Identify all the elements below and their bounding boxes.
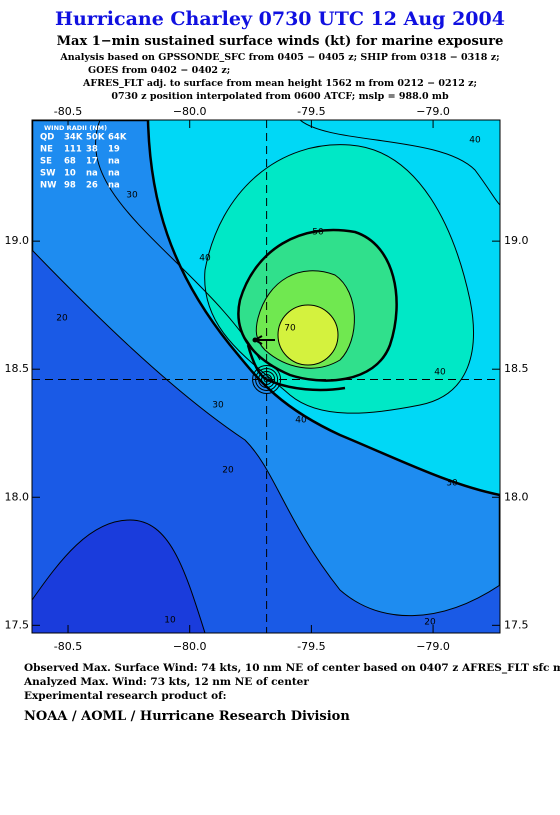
x-tick-label: -79.5 [297, 105, 325, 118]
radii-header: 34K [64, 133, 83, 143]
contour-label: 50 [312, 228, 324, 238]
radii-cell: 111 [64, 145, 82, 155]
contour-label: 20 [222, 466, 234, 476]
x-tick-label: -79.5 [297, 640, 325, 653]
contour-label: 30 [212, 401, 224, 411]
y-tick-label: 17.5 [5, 618, 30, 631]
radii-cell: NE [40, 145, 53, 155]
y-tick-label: 19.0 [504, 234, 529, 247]
radii-cell: 38 [86, 145, 98, 155]
storm-center [255, 367, 279, 391]
contour-label: 20 [424, 618, 436, 628]
note: 0730 z position interpolated from 0600 A… [111, 91, 449, 102]
footer-line: Observed Max. Surface Wind: 74 kts, 10 n… [24, 662, 560, 674]
radii-cell: na [86, 169, 98, 179]
y-tick-label: 18.0 [504, 490, 529, 503]
contour-label: 20 [56, 314, 68, 324]
radii-cell: 68 [64, 157, 76, 167]
radii-cell: 98 [64, 181, 76, 191]
radii-cell: NW [40, 181, 57, 191]
org: NOAA / AOML / Hurricane Research Divisio… [24, 709, 350, 724]
y-tick-label: 19.0 [5, 234, 30, 247]
subtitle: Max 1−min sustained surface winds (kt) f… [56, 34, 504, 49]
note: Analysis based on GPSSONDE_SFC from 0405… [60, 52, 500, 63]
radii-header: QD [40, 133, 54, 143]
contour-label: 30 [446, 479, 458, 489]
footer-line: Experimental research product of: [24, 690, 227, 702]
radii-cell: 26 [86, 181, 98, 191]
contour-label: 40 [469, 136, 481, 146]
radii-cell: 17 [86, 157, 98, 167]
map: -80.5 -80.5 −80.0 −80.0 -79.5 -79.5 −79.0 −79.0… [5, 105, 529, 653]
storm-center [263, 376, 270, 383]
x-tick-label: −80.0 [173, 105, 207, 118]
radii-header: 64K [108, 133, 127, 143]
storm-center [252, 364, 282, 394]
y-tick-label: 18.5 [504, 362, 529, 375]
footer-line: Analyzed Max. Wind: 73 kts, 12 nm NE of … [24, 676, 309, 688]
title: Hurricane Charley 0730 UTC 12 Aug 2004 [55, 8, 505, 30]
labels: -80.5 -80.5 −80.0 −80.0 -79.5 -79.5 −79.0 −79.0… [5, 105, 529, 653]
contour-label: 40 [199, 254, 211, 264]
radii-cell: 10 [64, 169, 76, 179]
y-tick-label: 18.0 [5, 490, 30, 503]
radii-cell: na [108, 169, 120, 179]
y-tick-label: 18.5 [5, 362, 30, 375]
x-tick-label: -80.5 [54, 640, 82, 653]
storm-center [258, 370, 276, 388]
wind-field [32, 120, 500, 633]
frame [31, 119, 501, 634]
radii-cell: SW [40, 169, 56, 179]
contour-label: 70 [284, 324, 296, 334]
radii-cell: SE [40, 157, 52, 167]
storm-center [261, 373, 273, 385]
contour-label: 40 [434, 368, 446, 378]
x-tick-label: -80.5 [54, 105, 82, 118]
contour-label: 40 [295, 416, 307, 426]
radii-header: 50K [86, 133, 105, 143]
x-tick-label: −80.0 [173, 640, 207, 653]
radii-cell: na [108, 181, 120, 191]
radii-title: WIND RADII (NM) [44, 124, 107, 132]
x-tick-label: −79.0 [416, 640, 450, 653]
radii-cell: 19 [108, 145, 120, 155]
contour-label: 10 [164, 616, 176, 626]
note: AFRES_FLT adj. to surface from mean heig… [82, 78, 478, 89]
note: GOES from 0402 − 0402 z; [88, 65, 231, 76]
radii-cell: na [108, 157, 120, 167]
x-tick-label: −79.0 [416, 105, 450, 118]
y-tick-label: 17.5 [504, 618, 529, 631]
contour-label: 30 [126, 191, 138, 201]
